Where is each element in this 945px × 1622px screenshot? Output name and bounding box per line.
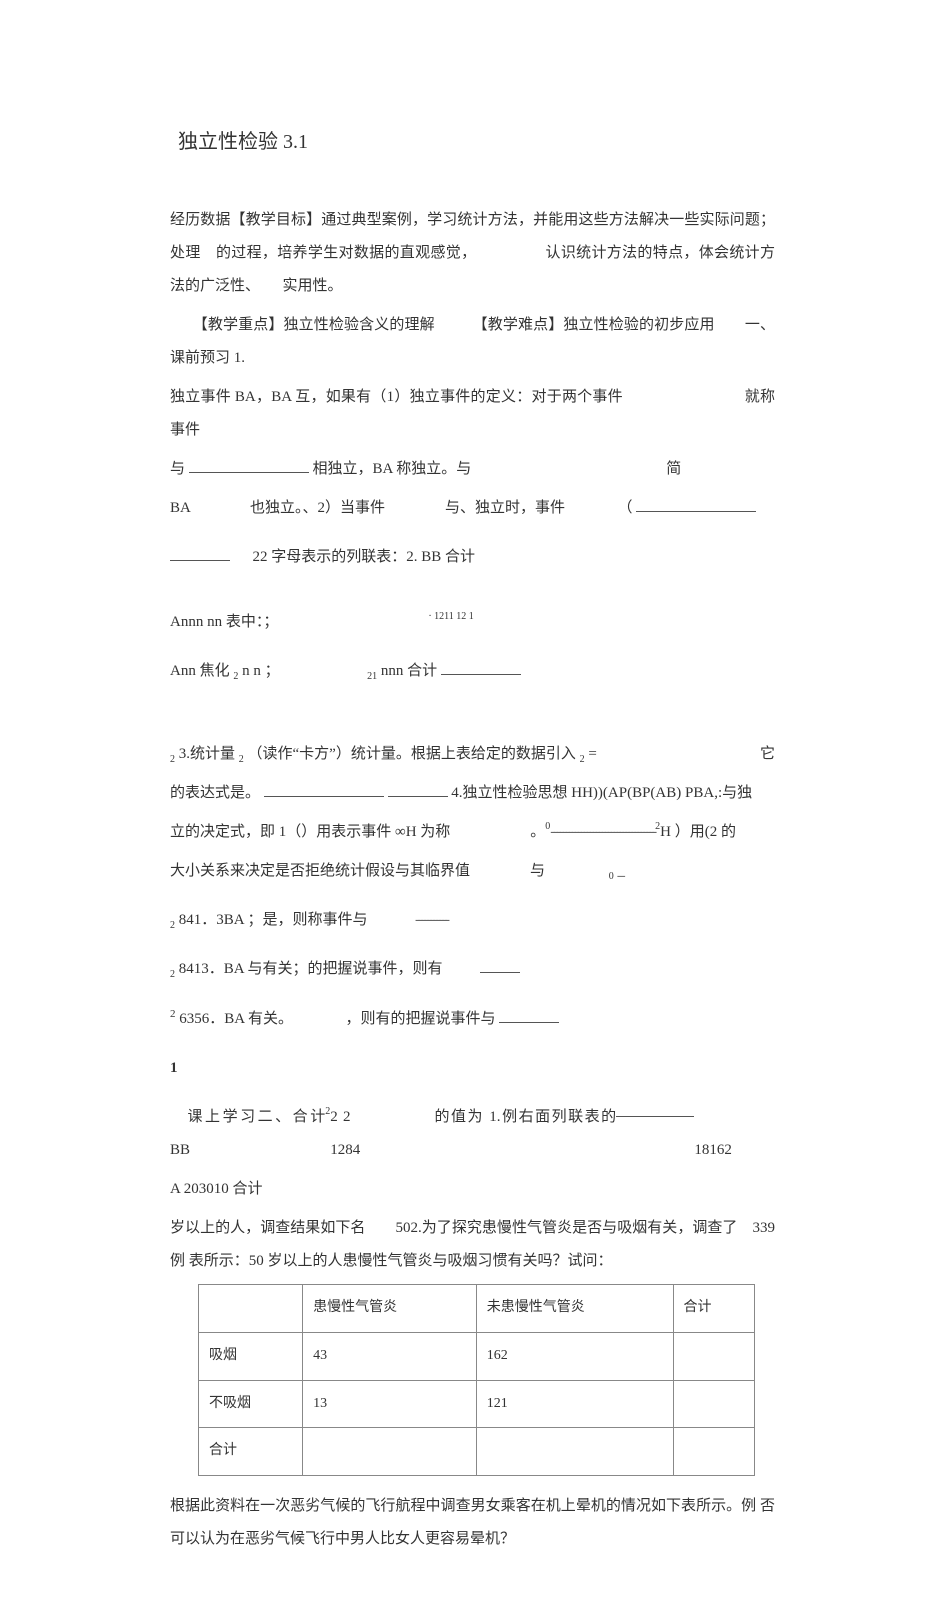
- seg: 8413．BA 与有关；的把握说事件，则有: [179, 961, 443, 977]
- para-class-2: A 203010 合计: [170, 1173, 775, 1206]
- para-stat-3: 立的决定式，即 1（）用表示事件 ∞H 为称 。 0 -------------…: [170, 816, 775, 849]
- cell: [476, 1428, 673, 1476]
- seg: 6356．BA 有关。 ，则有的把握说事件与: [179, 1011, 499, 1027]
- th-disease: 患慢性气管炎: [303, 1285, 477, 1333]
- row-ann: Ann 焦化 2 n n ； 21 nnn 合计: [170, 655, 775, 688]
- th-nodisease: 未患慢性气管炎: [476, 1285, 673, 1333]
- cell: 121: [476, 1380, 673, 1428]
- para-airsick: 根据此资料在一次恶劣气候的飞行航程中调查男女乘客在机上晕机的情况如下表所示。例 …: [170, 1490, 775, 1556]
- subscript: 0: [609, 871, 614, 882]
- para-objective: 经历数据【教学目标】通过典型案例，学习统计方法，并能用这些方法解决一些实际问题；…: [170, 204, 775, 303]
- fill-blank: [616, 1101, 694, 1117]
- seg: 相独立，BA 称独立。与 简: [313, 461, 682, 477]
- seg: 4.独立性检验思想 HH))(AP(BP(AB) PBA,:与独: [451, 785, 752, 801]
- table-row: 不吸烟 13 121: [199, 1380, 755, 1428]
- para-stat-2: 的表达式是。 4.独立性检验思想 HH))(AP(BP(AB) PBA,:与独: [170, 777, 775, 810]
- table-row: 吸烟 43 162: [199, 1332, 755, 1380]
- page-number: 1: [170, 1052, 775, 1085]
- cell: 13: [303, 1380, 477, 1428]
- subscript: 2: [170, 969, 175, 980]
- th-total: 合计: [673, 1285, 754, 1333]
- para-stat-1: 2 3.统计量 2 （读作“卡方”）统计量。根据上表给定的数据引入 2 = 它: [170, 738, 775, 771]
- para-class-3: 岁以上的人，调查结果如下名 502.为了探究患慢性气管炎是否与吸烟有关，调查了 …: [170, 1212, 775, 1278]
- cell: 吸烟: [199, 1332, 303, 1380]
- fill-blank: [499, 1007, 559, 1023]
- seg: 立的决定式，即 1（）用表示事件 ∞H 为称: [170, 816, 450, 849]
- seg: （读作“卡方”）统计量。根据上表给定的数据引入: [248, 746, 580, 762]
- cell: [673, 1428, 754, 1476]
- table-row: 合计: [199, 1428, 755, 1476]
- table-header-row: 患慢性气管炎 未患慢性气管炎 合计: [199, 1285, 755, 1333]
- seg: 3.统计量: [179, 746, 239, 762]
- seg-left: Annn nn 表中：；: [170, 606, 278, 639]
- cell: [673, 1332, 754, 1380]
- seg: 。: [530, 816, 545, 849]
- seg: 课上学习二、合计 BB: [170, 1101, 325, 1167]
- cell: [303, 1428, 477, 1476]
- para-keypoints-line1: 【教学重点】独立性检验含义的理解 【教学难点】独立性检验的初步应用 一、课前预习…: [170, 309, 775, 375]
- para-keypoints-line5: 22 字母表示的列联表：2. BB 合计: [170, 541, 775, 574]
- fill-blank: [480, 957, 520, 973]
- subscript: 2: [170, 754, 175, 765]
- subscript: 2: [233, 671, 238, 682]
- superscript: 2: [170, 1008, 176, 1020]
- seg: 18162: [694, 1101, 775, 1167]
- cell: [673, 1380, 754, 1428]
- fill-blank: [264, 781, 384, 797]
- fill-blank: [441, 659, 521, 675]
- fill-blank: [170, 545, 230, 561]
- dashes: -----------------------------------: [550, 816, 655, 849]
- fill-blank: [388, 781, 448, 797]
- subscript: 2: [580, 754, 585, 765]
- row-annn: Annn nn 表中：； · 1211 12 1: [170, 606, 775, 639]
- seg: H ）用(2 的: [660, 816, 736, 849]
- para-class-1: 课上学习二、合计 BB 2 2 2 的值为 1.例右面列联表的 1284 181…: [170, 1101, 775, 1167]
- para-keypoints-line3: 与 相独立，BA 称独立。与 简: [170, 453, 775, 486]
- seg: Ann 焦化: [170, 663, 233, 679]
- seg: BA 也独立。、2）当事件 与、独立时，事件 （: [170, 500, 633, 516]
- seg: 22 字母表示的列联表：2. BB 合计: [234, 549, 475, 565]
- seg: 841．3BA ；是，则称事件与: [179, 912, 368, 928]
- seg-right: 它: [760, 738, 775, 771]
- seg-right: · 1211 12 1: [428, 606, 473, 639]
- seg: nnn 合计: [381, 663, 441, 679]
- fill-blank: [189, 457, 309, 473]
- para-thresh-2: 2 8413．BA 与有关；的把握说事件，则有: [170, 953, 775, 986]
- contingency-table: 患慢性气管炎 未患慢性气管炎 合计 吸烟 43 162 不吸烟 13 121 合…: [198, 1284, 755, 1476]
- para-keypoints-line2: 独立事件 BA，BA 互，如果有（1）独立事件的定义：对于两个事件 就称事件: [170, 381, 775, 447]
- seg: n n ；: [242, 663, 280, 679]
- fill-blank: [636, 496, 756, 512]
- page-title: 独立性检验 3.1: [178, 120, 775, 164]
- subscript: 2: [170, 920, 175, 931]
- cell: 162: [476, 1332, 673, 1380]
- cell: 43: [303, 1332, 477, 1380]
- th-empty: [199, 1285, 303, 1333]
- subscript: 2: [239, 754, 244, 765]
- seg: =: [588, 746, 596, 762]
- para-stat-4: 大小关系来决定是否拒绝统计假设与其临界值 与 0 _: [170, 855, 775, 888]
- para-thresh-1: 2 841．3BA ；是，则称事件与 -----------: [170, 904, 775, 937]
- seg: 与: [170, 461, 189, 477]
- para-keypoints-line4: BA 也独立。、2）当事件 与、独立时，事件 （: [170, 492, 775, 525]
- cell: 合计: [199, 1428, 303, 1476]
- cell: 不吸烟: [199, 1380, 303, 1428]
- dashes: -----------: [415, 912, 448, 928]
- seg: 大小关系来决定是否拒绝统计假设与其临界值 与: [170, 863, 605, 879]
- seg: 的表达式是。: [170, 785, 260, 801]
- para-thresh-3: 2 6356．BA 有关。 ，则有的把握说事件与: [170, 1002, 775, 1036]
- subscript: 21: [367, 671, 377, 682]
- seg: 2 2 的值为 1.例右面列联表的 1284: [330, 1101, 616, 1167]
